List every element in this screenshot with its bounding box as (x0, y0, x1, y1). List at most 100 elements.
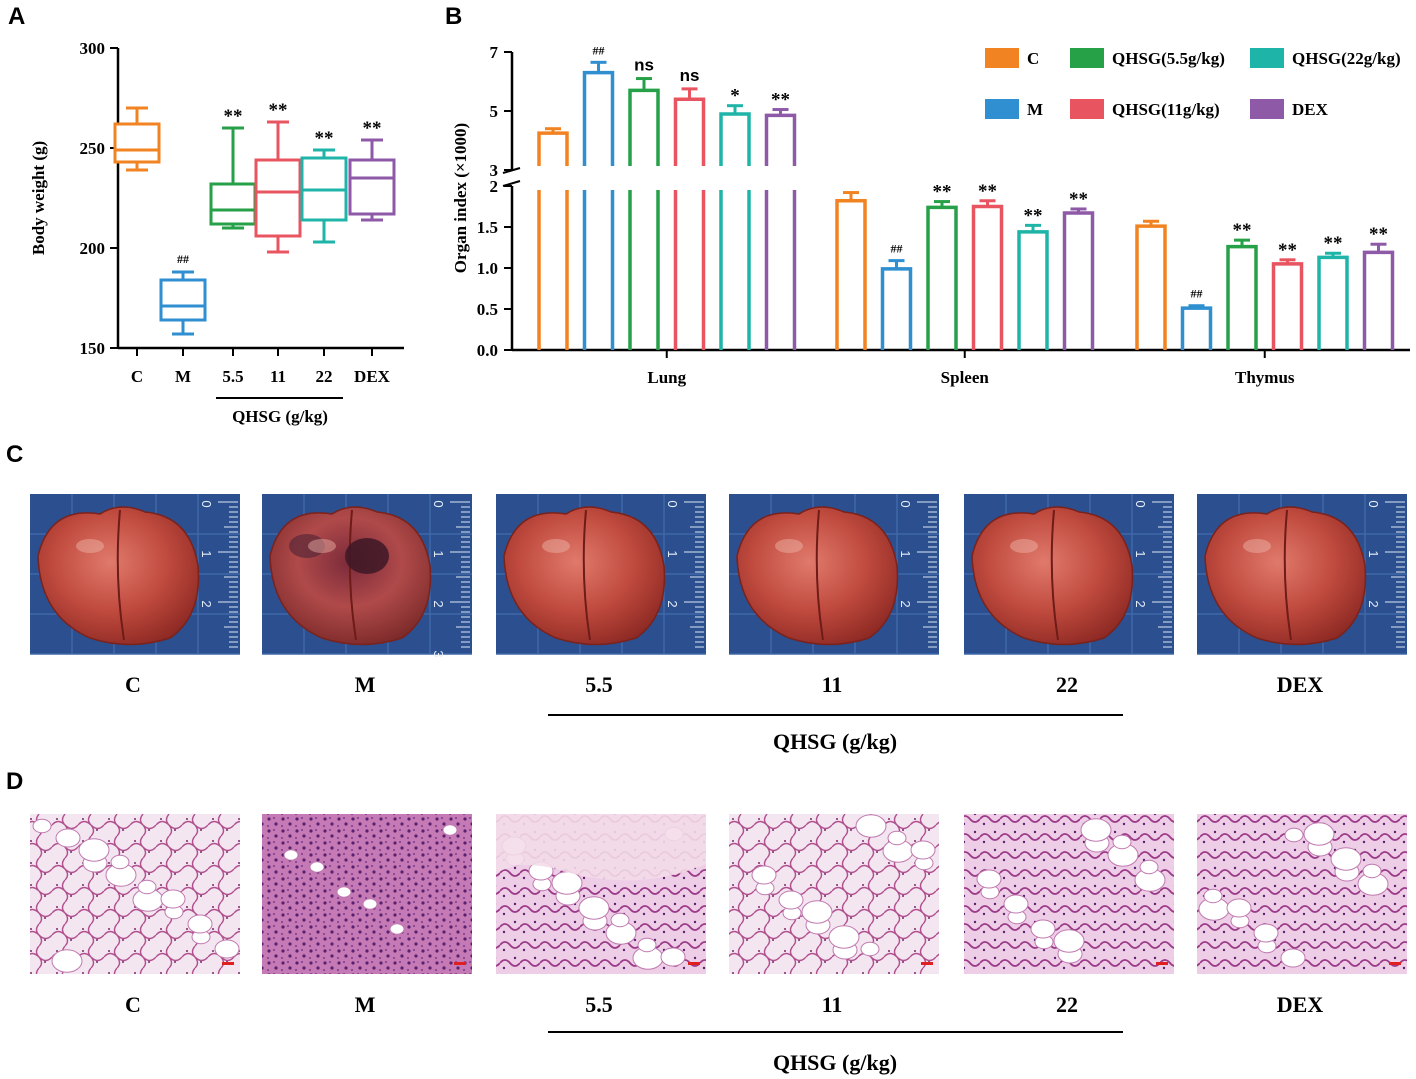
bar-outline (582, 70, 615, 350)
bar-outline (719, 112, 751, 350)
sig-label: ** (933, 182, 952, 203)
legend-label: QHSG(5.5g/kg) (1112, 49, 1225, 68)
alveolar-space (578, 896, 610, 920)
panel-b-ytick-upper-label-2: 7 (490, 43, 499, 62)
bar-outline (1317, 255, 1349, 350)
legend-swatch (985, 99, 1019, 119)
panel-b-bar-QHSG22-Spleen: ** (1017, 205, 1049, 350)
alveolar-space (1284, 827, 1304, 843)
legend-label: QHSG(22g/kg) (1292, 49, 1401, 68)
lesion-dark (289, 534, 325, 558)
sig-label: ** (1024, 205, 1043, 226)
panel-b-xtick-label-0: Lung (647, 368, 686, 387)
ruler-mark: 0 (1133, 500, 1148, 507)
sig-label: ## (593, 43, 605, 57)
alveolar-space (1280, 948, 1306, 968)
ruler-mark: 1 (431, 550, 446, 557)
sig-label: ns (680, 66, 700, 85)
panel-b-legend-M: M (985, 99, 1043, 119)
bar-outline (835, 199, 867, 350)
alveolar-space (778, 890, 804, 910)
scale-bar (454, 962, 466, 965)
panel-b-bar-QHSG5.5-Thymus: ** (1226, 220, 1258, 350)
panel-a-box-DEX: ** (348, 118, 396, 222)
panel-letter-d: D (6, 768, 23, 795)
alveolar-space (801, 900, 833, 924)
panel-b-bar-QHSG11-Spleen: ** (971, 181, 1004, 350)
lung-fissure (1283, 509, 1292, 641)
scale-bar (1389, 962, 1401, 965)
tissue-highlight (308, 539, 336, 553)
tissue-highlight (1243, 539, 1271, 553)
sig-label: ## (891, 242, 903, 256)
bar-outline (1271, 262, 1304, 350)
ruler-mark: 1 (1133, 550, 1148, 557)
scale-bar (688, 962, 700, 965)
panel-b-bar-DEX-Thymus: ** (1362, 224, 1395, 350)
ruler-mark: 2 (665, 600, 680, 607)
sig-label: ns (634, 56, 654, 75)
alveolar-space (283, 849, 299, 861)
lung-fissure (815, 509, 824, 641)
alveolar-space (887, 830, 907, 846)
box-iqr (254, 158, 302, 238)
panel-a-xtick-label-0: C (131, 367, 143, 386)
panel-d-group-label: QHSG (g/kg) (773, 1050, 897, 1075)
lung-fissure (582, 509, 591, 641)
panel-d-label: 22 (1056, 992, 1078, 1017)
panel-d-label: 11 (822, 992, 843, 1017)
ruler-mark: 2 (1133, 600, 1148, 607)
panel-b-bar-C-Thymus (1135, 219, 1167, 350)
bar-outline (1362, 250, 1395, 350)
bar-outline (1062, 211, 1095, 350)
box-iqr (159, 278, 207, 322)
alveolar-space (660, 947, 686, 967)
panel-d-label: C (125, 992, 141, 1017)
panel-d-label: DEX (1277, 992, 1324, 1017)
panel-b-legend-QHSG11: QHSG(11g/kg) (1070, 99, 1220, 119)
panel-c-label: DEX (1277, 672, 1324, 697)
bar-outline (1180, 306, 1213, 350)
alveolar-space (32, 818, 52, 834)
sig-label: ** (224, 106, 243, 127)
ruler-mark: 0 (1366, 500, 1381, 507)
ruler-mark: 2 (898, 600, 913, 607)
panel-a-ytick-label-1: 200 (80, 239, 106, 258)
sig-label: ** (1069, 189, 1088, 210)
panel-b-ytick-upper-label-1: 5 (490, 102, 499, 121)
sig-label: ** (363, 118, 382, 139)
panel-a-xtick-label-3: 11 (270, 367, 286, 386)
bar-outline (926, 205, 958, 350)
panel-b-bar-QHSG5.5-Lung: ns (628, 56, 660, 350)
sig-label: ## (1191, 287, 1203, 301)
ruler-mark: 1 (898, 550, 913, 557)
legend-label: DEX (1292, 100, 1329, 119)
tissue-highlight (76, 539, 104, 553)
alveolar-space (1080, 818, 1112, 842)
panel-a-ytick-label-3: 300 (80, 39, 106, 58)
lesion-dark (345, 538, 389, 574)
ruler-mark: 0 (431, 500, 446, 507)
alveolar-space (336, 886, 352, 898)
panel-a-box-C (113, 106, 161, 172)
panel-c-label: M (355, 672, 376, 697)
alveolar-space (1003, 894, 1029, 914)
legend-swatch (1250, 99, 1284, 119)
panel-b-bar-C-Lung (537, 127, 569, 350)
bar-outline (1017, 230, 1049, 350)
alveolar-space (751, 865, 777, 885)
box-iqr (113, 122, 161, 164)
panel-a-box-QHSG5.5: ** (209, 106, 257, 230)
panel-c-photo-2: 012cm5.5 (496, 494, 706, 697)
panel-a-group-label: QHSG (g/kg) (232, 407, 328, 426)
panel-b-bar-M-Lung: ## (582, 43, 615, 350)
panel-c-label: 11 (822, 672, 843, 697)
sig-label: ** (1369, 224, 1388, 245)
sig-label: ** (978, 181, 997, 202)
ruler-mark: 2 (431, 600, 446, 607)
alveolar-space (855, 814, 887, 838)
alveolar-space (1330, 847, 1362, 871)
panel-c-lung-photos: 012cmC0123cmM012cm5.5012cm11012cm22012cm… (30, 494, 1407, 697)
bar-outline (880, 267, 913, 350)
scale-bar (222, 962, 234, 965)
